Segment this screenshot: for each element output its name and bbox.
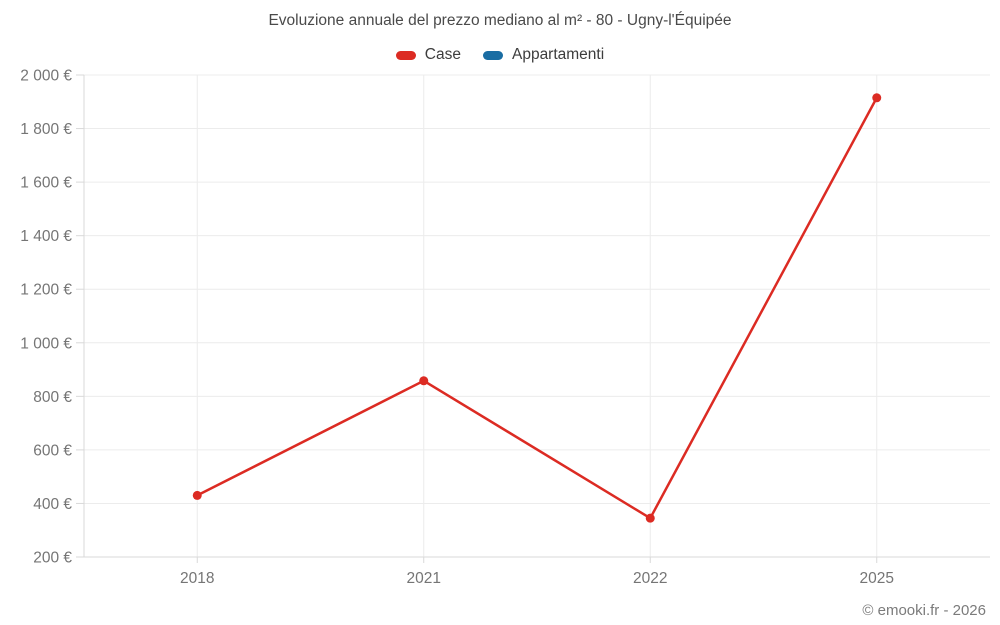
x-tick-label: 2021 xyxy=(407,570,441,587)
x-tick-label: 2018 xyxy=(180,570,214,587)
chart-title: Evoluzione annuale del prezzo mediano al… xyxy=(268,12,732,29)
legend-item-appartamenti[interactable]: Appartamenti xyxy=(482,46,605,64)
series-line-case xyxy=(196,96,878,520)
y-tick-label: 600 € xyxy=(33,442,72,459)
data-point[interactable] xyxy=(645,513,655,523)
y-tick-label: 400 € xyxy=(33,496,72,513)
data-point[interactable] xyxy=(192,490,202,500)
legend-marker-appartamenti-icon xyxy=(482,50,503,60)
y-tick-label: 800 € xyxy=(33,389,72,406)
legend: Case Appartamenti xyxy=(0,46,1000,64)
y-tick-label: 1 600 € xyxy=(20,175,72,192)
data-point[interactable] xyxy=(419,376,429,386)
legend-item-case[interactable]: Case xyxy=(395,46,461,64)
attribution-text: © emooki.fr - 2026 xyxy=(862,602,986,619)
y-tick-label: 200 € xyxy=(33,550,72,567)
legend-label-case: Case xyxy=(424,46,461,63)
y-tick-label: 2 000 € xyxy=(20,68,72,85)
x-tick-label: 2022 xyxy=(633,570,667,587)
y-tick-label: 1 000 € xyxy=(20,335,72,352)
x-tick-label: 2025 xyxy=(860,570,894,587)
data-point[interactable] xyxy=(872,93,882,103)
y-tick-label: 1 200 € xyxy=(20,282,72,299)
legend-marker-case-icon xyxy=(395,50,416,60)
y-tick-label: 1 800 € xyxy=(20,121,72,138)
legend-label-appartamenti: Appartamenti xyxy=(511,46,605,63)
y-tick-label: 1 400 € xyxy=(20,228,72,245)
